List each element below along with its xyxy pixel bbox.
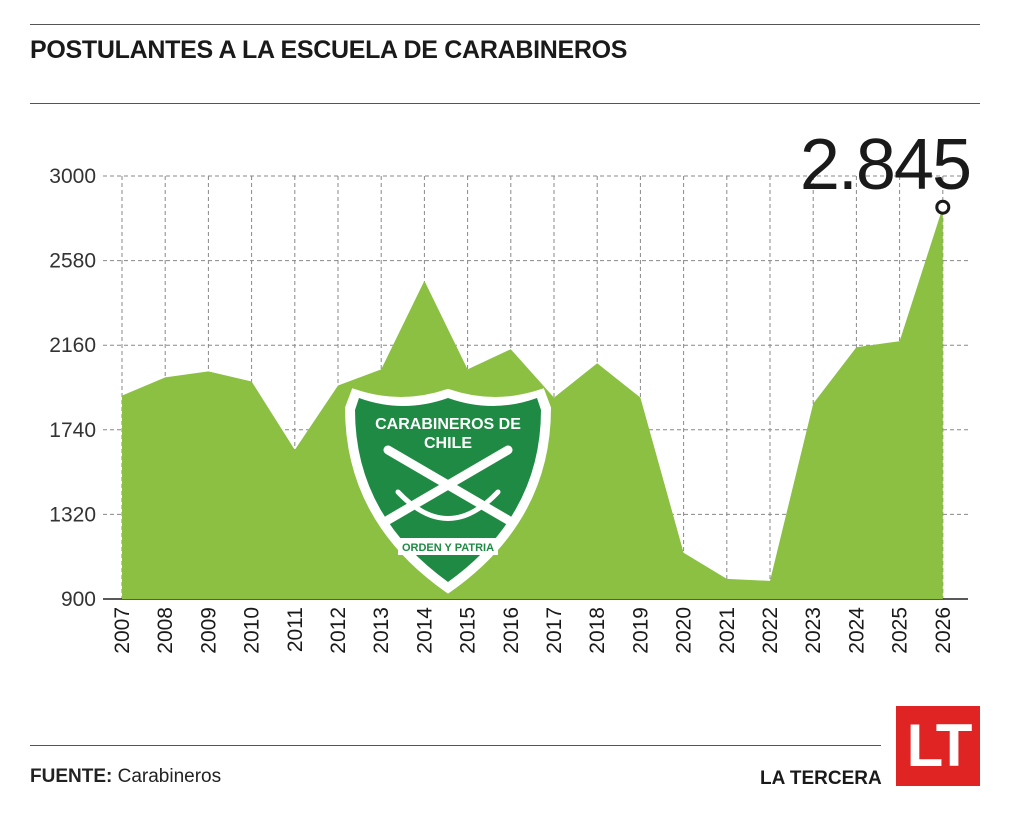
- y-tick-label: 2160: [49, 334, 96, 357]
- emblem-line2: CHILE: [424, 435, 472, 452]
- x-tick-label: 2012: [327, 607, 350, 654]
- y-tick-label: 3000: [49, 165, 96, 188]
- y-tick-label: 2580: [49, 250, 96, 273]
- x-tick-label: 2016: [500, 607, 523, 654]
- callout-marker: [935, 199, 951, 215]
- x-tick-label: 2026: [932, 607, 955, 654]
- chart: CARABINEROS DE CHILE ORDEN Y PATRIA 900 1…: [49, 125, 972, 654]
- footer-rule: [30, 745, 881, 746]
- emblem-line1: CARABINEROS DE: [375, 416, 521, 433]
- crossed-rifles-icon: [383, 445, 513, 525]
- x-tick-label: 2024: [845, 607, 868, 654]
- x-tick-label: 2025: [889, 607, 912, 654]
- la-tercera-logo[interactable]: LT: [896, 706, 980, 786]
- x-tick-label: 2009: [197, 607, 220, 654]
- y-tick-label: 1320: [49, 503, 96, 526]
- x-tick-label: 2015: [457, 607, 480, 654]
- x-tick-label: 2007: [111, 607, 134, 654]
- callout-label: 2.845: [800, 125, 970, 205]
- y-tick-label: 1740: [49, 419, 96, 442]
- source-value: Carabineros: [117, 766, 222, 787]
- x-tick-label: 2019: [629, 607, 652, 654]
- carabineros-emblem-icon: CARABINEROS DE CHILE ORDEN Y PATRIA: [344, 388, 552, 594]
- y-axis: 900 1320 1740 2160 2580 3000: [49, 165, 96, 611]
- x-tick-label: 2017: [543, 607, 566, 654]
- top-rule: [30, 24, 980, 25]
- emblem-motto: ORDEN Y PATRIA: [402, 542, 494, 554]
- source-label: FUENTE:: [30, 766, 113, 787]
- x-tick-label: 2011: [284, 607, 307, 652]
- x-tick-label: 2010: [241, 607, 264, 654]
- y-tick-label: 900: [61, 588, 96, 611]
- x-tick-label: 2021: [716, 607, 739, 654]
- title-rule: [30, 103, 980, 104]
- x-tick-label: 2014: [413, 607, 436, 654]
- x-tick-label: 2008: [154, 607, 177, 654]
- x-axis: 2007 2008 2009 2010 2011 2012 2013 2014 2015 2016…: [111, 607, 955, 654]
- x-tick-label: 2020: [673, 607, 696, 654]
- chart-title: POSTULANTES A LA ESCUELA DE CARABINEROS: [30, 36, 628, 64]
- x-tick-label: 2022: [759, 607, 782, 654]
- x-tick-label: 2023: [802, 607, 825, 654]
- x-tick-label: 2013: [370, 607, 393, 654]
- x-tick-label: 2018: [586, 607, 609, 654]
- brand-name: LA TERCERA: [760, 768, 882, 789]
- source-note: FUENTE: Carabineros: [30, 766, 221, 788]
